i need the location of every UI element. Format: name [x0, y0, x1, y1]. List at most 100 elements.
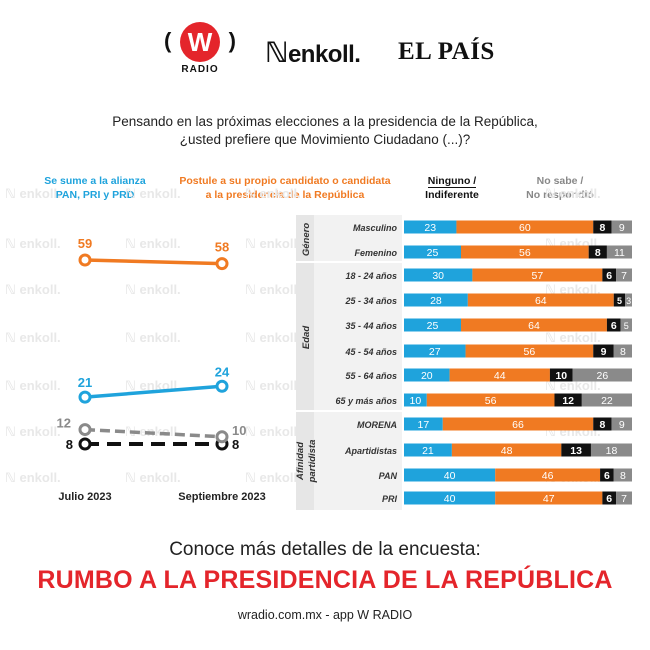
group-label-strip: [296, 263, 314, 412]
bar-value-label: 44: [494, 370, 506, 382]
bar-segment-blue: [404, 293, 468, 307]
line-point-gray: [78, 423, 92, 437]
bar-value-label: 64: [535, 295, 547, 307]
bar-value-label: 27: [429, 346, 441, 358]
bar-segment-blue: [404, 417, 443, 431]
bar-value-label: 48: [501, 445, 513, 457]
enkoll-logo: ℕenkoll.: [265, 37, 361, 68]
bar-value-label: 40: [444, 470, 456, 482]
bar-value-label: 8: [599, 419, 605, 431]
bar-segment-orange: [461, 318, 607, 332]
bar-value-label: 9: [601, 346, 607, 358]
bar-segment-blue: [404, 344, 466, 358]
bar-segment-black: [613, 293, 626, 307]
legend-propio-candidato: Postule a su propio candidato o candidat…: [170, 174, 400, 202]
bar-segment-orange: [426, 393, 555, 407]
legend-no-sabe-line-2: No respondió: [526, 189, 594, 201]
bar-value-label: 8: [620, 346, 626, 358]
enkoll-logo-text: enkoll.: [287, 41, 361, 68]
w-radio-mark: W: [180, 22, 220, 62]
watermark: ℕ enkoll.: [245, 378, 301, 393]
bar-segment-gray: [590, 443, 632, 457]
watermark: ℕ enkoll.: [245, 236, 301, 251]
bar-segment-orange: [442, 417, 594, 431]
line-point-orange: [78, 253, 92, 267]
bar-segment-gray: [616, 268, 632, 282]
question-line-2: ¿usted prefiere que Movimiento Ciudadano…: [179, 132, 471, 147]
bar-value-label: 47: [543, 493, 555, 505]
group-label-strip: [296, 215, 314, 264]
bar-value-label: 6: [604, 470, 610, 482]
bar-segment-orange: [472, 268, 603, 282]
bar-value-label: 40: [444, 493, 456, 505]
bar-value-label: 26: [597, 370, 609, 382]
bar-value-label: 25: [427, 247, 439, 259]
legend-ninguno-line-2: Indiferente: [425, 189, 479, 201]
bar-value-label: 18: [606, 445, 618, 457]
bar-segment-blue: [404, 393, 427, 407]
bar-value-label: 46: [542, 470, 554, 482]
line-value-label: 24: [215, 364, 230, 379]
bar-value-label: 12: [562, 395, 574, 407]
line-value-label: 8: [232, 437, 239, 452]
bar-segment-gray: [572, 368, 632, 382]
bar-value-label: 56: [524, 346, 536, 358]
group-label-line-2: partidista: [307, 440, 318, 484]
line-point-gray: [215, 430, 229, 444]
line-value-label: 21: [78, 375, 92, 390]
bar-value-label: 30: [432, 270, 444, 282]
legend-propio-line-2: a la presidencia de la República: [205, 189, 365, 201]
line-value-label: 59: [78, 236, 92, 251]
watermark: ℕ enkoll.: [125, 470, 181, 485]
watermark: ℕ enkoll.: [545, 282, 601, 297]
bar-segment-blue: [404, 468, 496, 482]
bar-segment-black: [593, 344, 614, 358]
bar-segment-orange: [495, 468, 601, 482]
question-text: Pensando en las próximas elecciones a la…: [0, 113, 650, 149]
bar-segment-blue: [404, 245, 461, 259]
group-label-strip: [296, 412, 314, 510]
bar-segment-blue: [404, 368, 450, 382]
bar-segment-black: [602, 491, 617, 505]
watermark: ℕ enkoll.: [245, 186, 301, 201]
w-radio-name: RADIO: [181, 64, 219, 75]
bar-row-label: Femenino: [354, 248, 397, 258]
bar-segment-gray: [613, 344, 632, 358]
watermark: ℕ enkoll.: [545, 186, 601, 201]
footer-headline[interactable]: RUMBO A LA PRESIDENCIA DE LA REPÚBLICA: [37, 566, 613, 594]
watermark: ℕ enkoll.: [245, 330, 301, 345]
bar-value-label: 9: [619, 222, 625, 234]
bar-segment-blue: [404, 491, 496, 505]
bar-segment-gray: [611, 220, 632, 234]
bar-row-label: 35 - 44 años: [345, 321, 397, 331]
line-series-orange: [84, 258, 223, 266]
bar-value-label: 5: [617, 296, 622, 306]
bar-segment-gray: [625, 293, 632, 307]
line-value-label: 10: [232, 423, 246, 438]
bar-value-label: 17: [418, 419, 430, 431]
watermark: ℕ enkoll.: [245, 470, 301, 485]
bar-value-label: 10: [555, 370, 567, 382]
bar-value-label: 6: [606, 270, 612, 282]
bar-segment-orange: [467, 293, 614, 307]
watermark: ℕ enkoll.: [125, 236, 181, 251]
line-series-blue: [84, 384, 223, 399]
bar-value-label: 60: [519, 222, 531, 234]
line-point-black: [78, 437, 92, 451]
watermark: ℕ enkoll.: [545, 378, 601, 393]
bar-segment-black: [593, 417, 612, 431]
bar-segment-black: [588, 245, 607, 259]
bar-value-label: 6: [606, 493, 612, 505]
bar-value-label: 11: [614, 247, 625, 259]
x-axis-label: Septiembre 2023: [178, 491, 265, 503]
el-pais-logo: EL PAÍS: [398, 38, 495, 65]
footer-url[interactable]: wradio.com.mx - app W RADIO: [237, 608, 413, 622]
bar-segment-black: [600, 468, 614, 482]
watermark: ℕ enkoll.: [545, 330, 601, 345]
watermark: ℕ enkoll.: [125, 186, 181, 201]
bar-segment-gray: [620, 318, 632, 332]
bar-segment-orange: [495, 491, 603, 505]
bar-row-label: 55 - 64 años: [345, 371, 397, 381]
bar-row-label: PRI: [382, 494, 398, 504]
